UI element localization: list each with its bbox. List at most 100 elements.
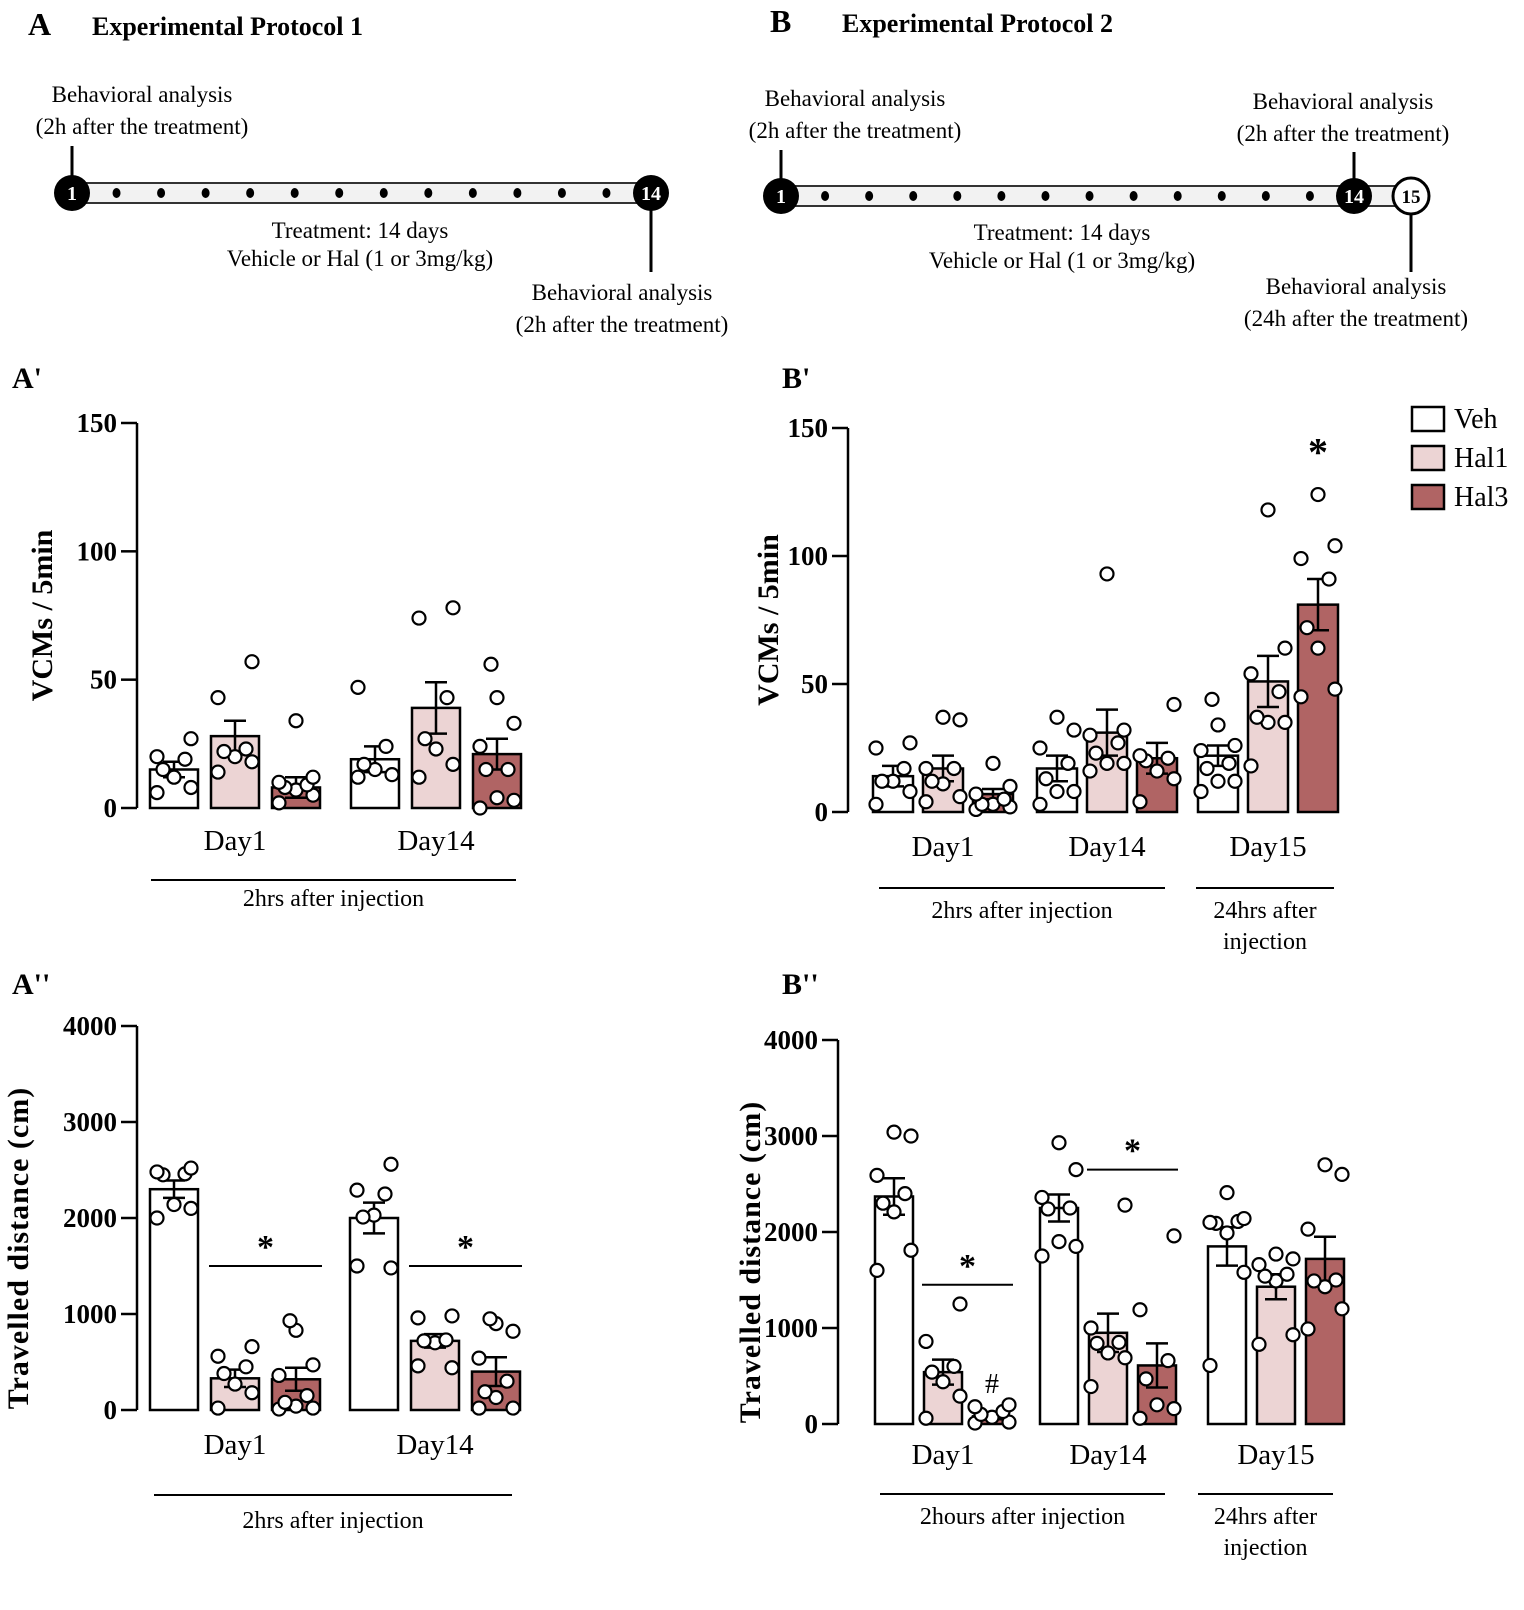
y-tick-label: 100 bbox=[77, 536, 118, 566]
data-point-hal1 bbox=[210, 764, 226, 780]
day-dot bbox=[1305, 191, 1314, 201]
data-point-hal1 bbox=[438, 1332, 454, 1348]
day-dot bbox=[865, 191, 874, 201]
data-point-hal1 bbox=[1111, 1334, 1127, 1351]
data-point-veh bbox=[1199, 760, 1215, 777]
data-point-veh bbox=[868, 796, 884, 812]
data-point-hal1 bbox=[952, 1296, 968, 1312]
chart-b-double-prime-distance: B'' 0 1000 2000 3000 4000 Travelled distance (… bbox=[734, 968, 1350, 1561]
data-point-veh bbox=[183, 731, 199, 747]
day-dot bbox=[1129, 191, 1138, 201]
treatment-duration: Treatment: 14 days bbox=[974, 220, 1151, 245]
category-label: Day14 bbox=[397, 825, 475, 857]
panel-label: A' bbox=[12, 362, 42, 395]
data-point-hal3 bbox=[1166, 1401, 1182, 1417]
category-label: Day15 bbox=[1237, 1439, 1314, 1471]
data-point-veh bbox=[1202, 1357, 1218, 1374]
chart-b-prime-vcms: B' 0 50 100 150 VCMs / 5min Day1 Day14 Day15 2hrs… bbox=[752, 362, 1343, 955]
treatment-dose: Vehicle or Hal (1 or 3mg/kg) bbox=[227, 246, 493, 271]
data-point-hal1 bbox=[1116, 722, 1132, 738]
data-point-hal1 bbox=[952, 1388, 968, 1404]
data-point-hal3 bbox=[305, 769, 321, 785]
data-point-hal1 bbox=[946, 1358, 962, 1375]
data-point-veh bbox=[183, 779, 199, 796]
data-point-veh bbox=[1193, 742, 1209, 759]
data-point-hal1 bbox=[244, 654, 260, 670]
significance-marker: * bbox=[457, 1229, 474, 1266]
y-tick-label: 1000 bbox=[63, 1299, 117, 1329]
data-point-veh bbox=[183, 1160, 199, 1176]
data-point-veh bbox=[183, 1200, 199, 1217]
data-point-veh bbox=[1066, 783, 1082, 800]
data-point-veh bbox=[1051, 1135, 1067, 1151]
y-tick-label: 0 bbox=[104, 1395, 118, 1425]
data-point-hal1 bbox=[445, 756, 461, 772]
significance-marker: * bbox=[1124, 1133, 1141, 1170]
data-point-hal1 bbox=[410, 1310, 426, 1326]
data-point-hal3 bbox=[1293, 550, 1309, 567]
category-label: Day14 bbox=[396, 1429, 474, 1461]
start-day-label: 1 bbox=[67, 183, 77, 205]
data-point-hal3 bbox=[1149, 1397, 1165, 1413]
data-point-hal3 bbox=[505, 1400, 521, 1416]
extra-note: Behavioral analysis bbox=[1266, 274, 1447, 299]
data-point-hal3 bbox=[1166, 696, 1182, 713]
extra-day-label: 15 bbox=[1402, 187, 1421, 208]
end-day-label: 14 bbox=[641, 183, 661, 205]
data-point-veh bbox=[1204, 691, 1220, 707]
data-point-veh bbox=[166, 1196, 182, 1213]
data-point-hal3 bbox=[1299, 620, 1315, 636]
data-point-hal3 bbox=[305, 1400, 321, 1416]
data-point-hal1 bbox=[1117, 1350, 1133, 1366]
data-point-hal1 bbox=[1088, 745, 1104, 761]
timeline-bar bbox=[780, 185, 1412, 207]
data-point-hal3 bbox=[271, 795, 287, 811]
y-tick-label: 3000 bbox=[63, 1107, 117, 1137]
data-point-veh bbox=[1051, 1233, 1067, 1250]
legend: Veh Hal1 Hal3 bbox=[1410, 404, 1508, 513]
data-point-veh bbox=[902, 783, 918, 800]
data-point-hal3 bbox=[282, 1313, 298, 1329]
day-dot bbox=[157, 188, 166, 198]
category-label: Day1 bbox=[912, 831, 975, 863]
data-point-hal1 bbox=[924, 773, 940, 789]
end-day-label: 14 bbox=[1344, 186, 1364, 208]
data-point-veh bbox=[1236, 1264, 1252, 1280]
data-point-veh bbox=[155, 761, 171, 778]
data-point-veh bbox=[1049, 709, 1065, 725]
data-point-hal1 bbox=[1249, 709, 1265, 725]
data-point-hal3 bbox=[1300, 1321, 1316, 1337]
data-point-veh bbox=[875, 1195, 891, 1211]
data-point-hal1 bbox=[444, 1360, 460, 1376]
day-dot bbox=[1041, 191, 1050, 201]
data-point-veh bbox=[1068, 1238, 1084, 1255]
data-point-hal1 bbox=[216, 1365, 232, 1382]
data-point-veh bbox=[1034, 1189, 1050, 1206]
group-label: injection bbox=[1224, 1535, 1308, 1561]
day-dot bbox=[821, 191, 830, 201]
day-dot bbox=[424, 188, 433, 198]
data-point-veh bbox=[383, 1260, 399, 1276]
category-label: Day14 bbox=[1069, 1439, 1147, 1471]
data-point-veh bbox=[1227, 737, 1243, 754]
data-point-hal3 bbox=[1166, 771, 1182, 787]
data-point-veh bbox=[1034, 1248, 1050, 1264]
extra-day-marker bbox=[1391, 176, 1431, 216]
day-dot bbox=[513, 188, 522, 198]
data-point-hal1 bbox=[1117, 1197, 1133, 1213]
day-dot bbox=[379, 188, 388, 198]
data-point-hal3 bbox=[472, 738, 488, 755]
legend-swatch-hal1 bbox=[1410, 444, 1446, 472]
start-note: (2h after the treatment) bbox=[36, 114, 249, 139]
data-point-hal1 bbox=[416, 1333, 432, 1349]
data-point-hal1 bbox=[445, 600, 461, 616]
day-dot bbox=[290, 188, 299, 198]
group-label: injection bbox=[1223, 929, 1307, 955]
data-point-veh bbox=[383, 1156, 399, 1172]
day-dot bbox=[1261, 191, 1270, 201]
data-point-hal3 bbox=[305, 1357, 321, 1373]
data-point-hal1 bbox=[238, 741, 254, 757]
data-point-veh bbox=[903, 1242, 919, 1258]
data-point-veh bbox=[1066, 722, 1082, 738]
